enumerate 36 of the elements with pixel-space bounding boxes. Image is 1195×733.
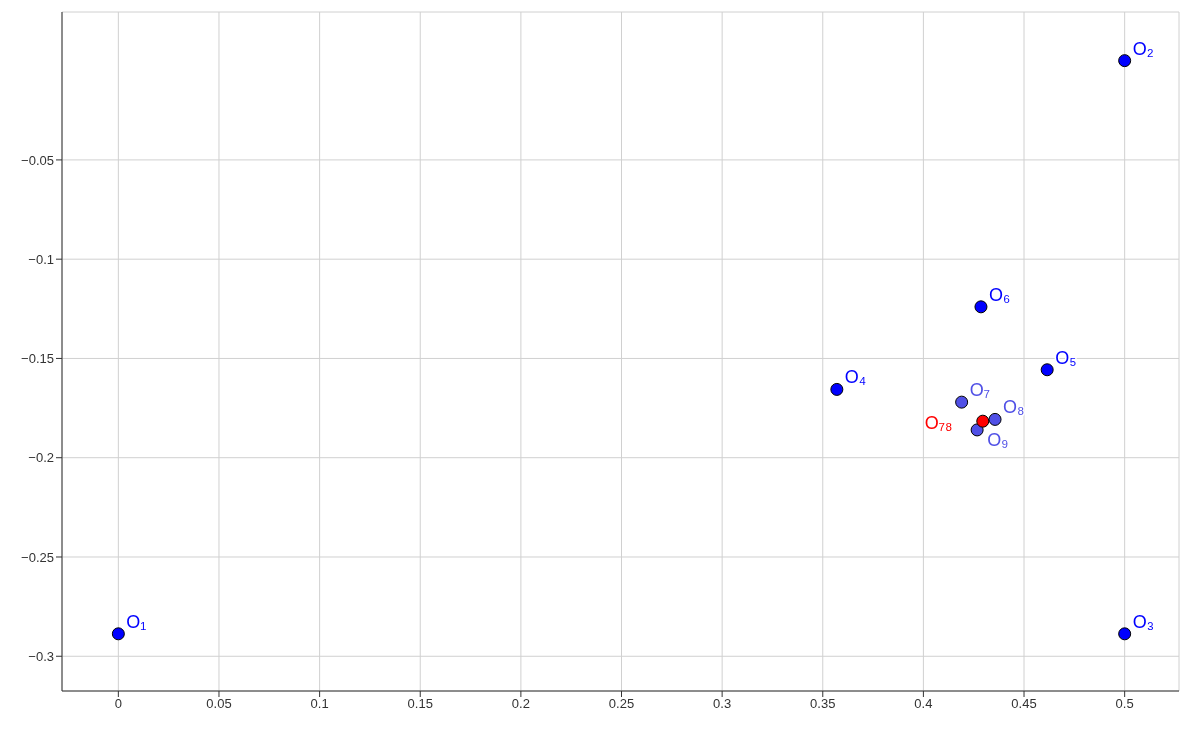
x-tick-label: 0.1 [310,696,329,712]
x-tick-label: 0.5 [1115,696,1134,712]
x-tick-label: 0.05 [206,696,232,712]
point [1040,363,1054,377]
series-label: O₇ [969,380,990,401]
point [111,627,125,641]
series-label: O₅ [1055,347,1077,368]
series-label: O₃ [1132,611,1154,632]
x-tick-label: 0.3 [713,696,732,712]
point [974,300,988,314]
point [955,395,969,409]
point [830,382,844,396]
y-tick-label: −0.1 [28,251,54,267]
series-label: O₇₈ [924,413,953,434]
x-tick-label: 0.15 [407,696,433,712]
x-tick-label: 0.25 [608,696,635,712]
x-tick-label: 0 [114,696,122,712]
x-tick-label: 0.35 [810,696,836,712]
series-label: O₁ [126,611,147,632]
y-tick-label: −0.25 [21,549,54,565]
point [988,412,1002,426]
series-label: O₂ [1132,38,1154,59]
point [976,414,990,428]
point [1118,54,1132,68]
y-tick-label: −0.2 [28,450,54,466]
y-tick-label: −0.05 [21,152,54,168]
x-tick-label: 0.45 [1011,696,1037,712]
y-tick-label: −0.3 [28,648,54,664]
series-label: O₆ [988,284,1011,305]
series-label: O₄ [844,367,867,388]
y-tick-label: −0.15 [21,351,54,367]
x-tick-label: 0.4 [914,696,933,712]
series-label: O₈ [1003,397,1025,418]
series-label: O₉ [987,429,1009,450]
x-tick-label: 0.2 [511,696,530,712]
point [1118,627,1132,641]
